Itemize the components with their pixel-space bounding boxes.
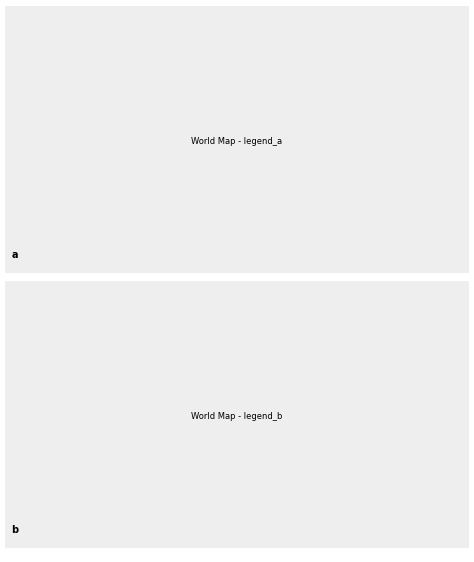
Text: World Map - legend_a: World Map - legend_a [191, 137, 283, 146]
Text: World Map - legend_b: World Map - legend_b [191, 412, 283, 421]
Text: a: a [11, 250, 18, 260]
Text: b: b [11, 525, 18, 535]
